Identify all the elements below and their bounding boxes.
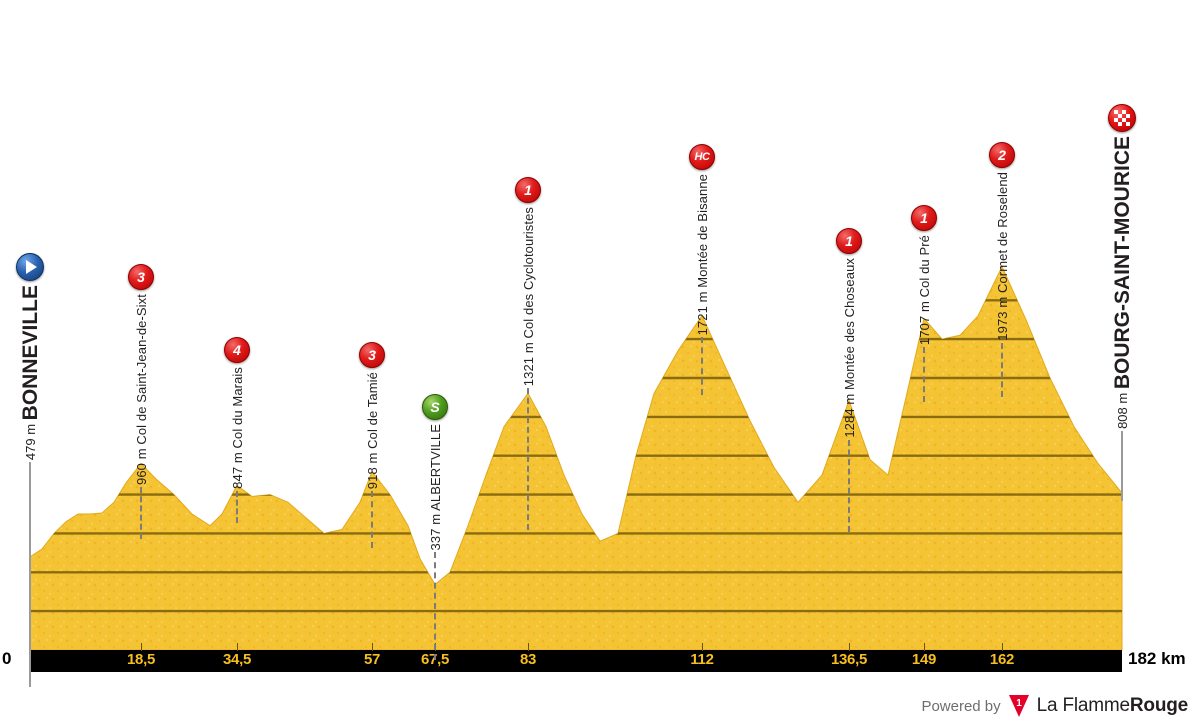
x-axis-tick-label: 57: [363, 651, 381, 668]
marker-leader-line: [434, 552, 436, 661]
footer-branding: Powered by 1 La FlammeRouge: [921, 695, 1188, 717]
marker-label: 1284 m Montée des Choseaux: [841, 258, 857, 438]
climb-category-badge-3[interactable]: 3: [128, 264, 154, 290]
flamme-rouge-wordmark[interactable]: La FlammeRouge: [1036, 695, 1189, 717]
checkered-flag-icon[interactable]: [1108, 104, 1136, 132]
x-axis-bar: [30, 650, 1122, 672]
marker-leader-line: [371, 491, 373, 549]
marker-finish-bourg-saint-mourice[interactable]: 808 m BOURG-SAINT-MOURICE: [1108, 104, 1136, 501]
marker-leader-line: [1001, 342, 1003, 397]
climb-category-badge-2[interactable]: 2: [989, 142, 1015, 168]
x-axis-tick-label: 18,5: [127, 651, 155, 668]
marker-climb-col-du-pr[interactable]: 1 1707 m Col du Pré: [911, 205, 937, 403]
climb-category-badge-3[interactable]: 3: [359, 342, 385, 368]
marker-leader-line: [29, 462, 31, 688]
x-axis-tick-mark: [237, 643, 238, 651]
powered-by-label: Powered by: [921, 697, 1001, 715]
flag-digit: 1: [1016, 698, 1022, 709]
flamme-rouge-flag-icon: 1: [1008, 695, 1029, 717]
climb-category-badge-1[interactable]: 1: [515, 177, 541, 203]
marker-start-bonneville[interactable]: 479 m BONNEVILLE: [16, 253, 44, 688]
x-axis-tick-mark: [372, 643, 373, 651]
x-axis-tick-label: 83: [519, 651, 537, 668]
marker-place-name: BONNEVILLE: [18, 285, 42, 421]
marker-climb-cormet-de-roselend[interactable]: 2 1973 m Cormet de Roselend: [989, 142, 1015, 397]
marker-label: 960 m Col de Saint-Jean-de-Sixt: [133, 294, 149, 485]
play-triangle: [26, 260, 37, 274]
x-axis-zero-label: 0: [2, 649, 12, 668]
marker-label: 1721 m Montée de Bisanne: [694, 174, 710, 336]
marker-climb-mont-e-des-choseaux[interactable]: 1 1284 m Montée des Choseaux: [836, 228, 862, 532]
marker-label: 918 m Col de Tamié: [364, 372, 380, 490]
elevation-profile-plot: [29, 265, 1123, 651]
marker-label: 479 m BONNEVILLE: [18, 285, 42, 461]
marker-label: 1321 m Col des Cyclotouristes: [520, 207, 536, 387]
marker-altitude: 479 m: [22, 420, 38, 461]
marker-leader-line: [527, 388, 529, 531]
marker-leader-line: [140, 486, 142, 539]
marker-climb-col-de-saint-jean-de-sixt[interactable]: 3 960 m Col de Saint-Jean-de-Sixt: [128, 264, 154, 539]
checkerboard-pattern: [1114, 110, 1130, 126]
marker-leader-line: [848, 439, 850, 532]
marker-label: 1707 m Col du Pré: [916, 235, 932, 346]
climb-category-badge-1[interactable]: 1: [911, 205, 937, 231]
x-axis-tick-mark: [924, 643, 925, 651]
x-axis-tick-mark: [1002, 643, 1003, 651]
sprint-badge-icon[interactable]: S: [422, 394, 448, 420]
brand-light-text: La Flamme: [1036, 695, 1130, 716]
x-axis-total-distance-label: 182 km: [1128, 649, 1186, 668]
climb-category-badge-hc[interactable]: HC: [689, 144, 715, 170]
brand-bold-text: Rouge: [1129, 695, 1188, 716]
x-axis-tick-label: 136,5: [830, 651, 868, 668]
marker-sprint-albertville[interactable]: S 337 m ALBERTVILLE: [422, 394, 448, 661]
x-axis-tick-mark: [528, 643, 529, 651]
x-axis-tick-mark: [849, 643, 850, 651]
marker-label: 847 m Col du Marais: [229, 367, 245, 489]
play-icon[interactable]: [16, 253, 44, 281]
marker-label: 1973 m Cormet de Roselend: [994, 172, 1010, 341]
marker-leader-line: [236, 490, 238, 523]
x-axis-tick-label: 149: [911, 651, 937, 668]
profile-fill-group: [29, 265, 1123, 651]
x-axis-tick-label: 162: [989, 651, 1015, 668]
x-axis-tick-mark: [702, 643, 703, 651]
marker-climb-col-du-marais[interactable]: 4 847 m Col du Marais: [224, 337, 250, 523]
x-axis-tick-label: 112: [690, 651, 714, 668]
marker-altitude: 808 m: [1114, 389, 1130, 429]
marker-label: 337 m ALBERTVILLE: [427, 424, 443, 551]
x-axis-tick-label: 34,5: [223, 651, 251, 668]
marker-leader-line: [701, 337, 703, 396]
marker-place-name: BOURG-SAINT-MOURICE: [1110, 136, 1134, 390]
climb-category-badge-4[interactable]: 4: [224, 337, 250, 363]
marker-leader-line: [1121, 430, 1123, 501]
marker-leader-line: [923, 347, 925, 403]
marker-label: 808 m BOURG-SAINT-MOURICE: [1110, 136, 1134, 429]
profile-area-svg: [29, 265, 1123, 651]
marker-climb-col-de-tami[interactable]: 3 918 m Col de Tamié: [359, 342, 385, 549]
climb-category-badge-1[interactable]: 1: [836, 228, 862, 254]
x-axis-tick-mark: [141, 643, 142, 651]
marker-climb-mont-e-de-bisanne[interactable]: HC 1721 m Montée de Bisanne: [689, 144, 715, 396]
marker-climb-col-des-cyclotouristes[interactable]: 1 1321 m Col des Cyclotouristes: [515, 177, 541, 531]
